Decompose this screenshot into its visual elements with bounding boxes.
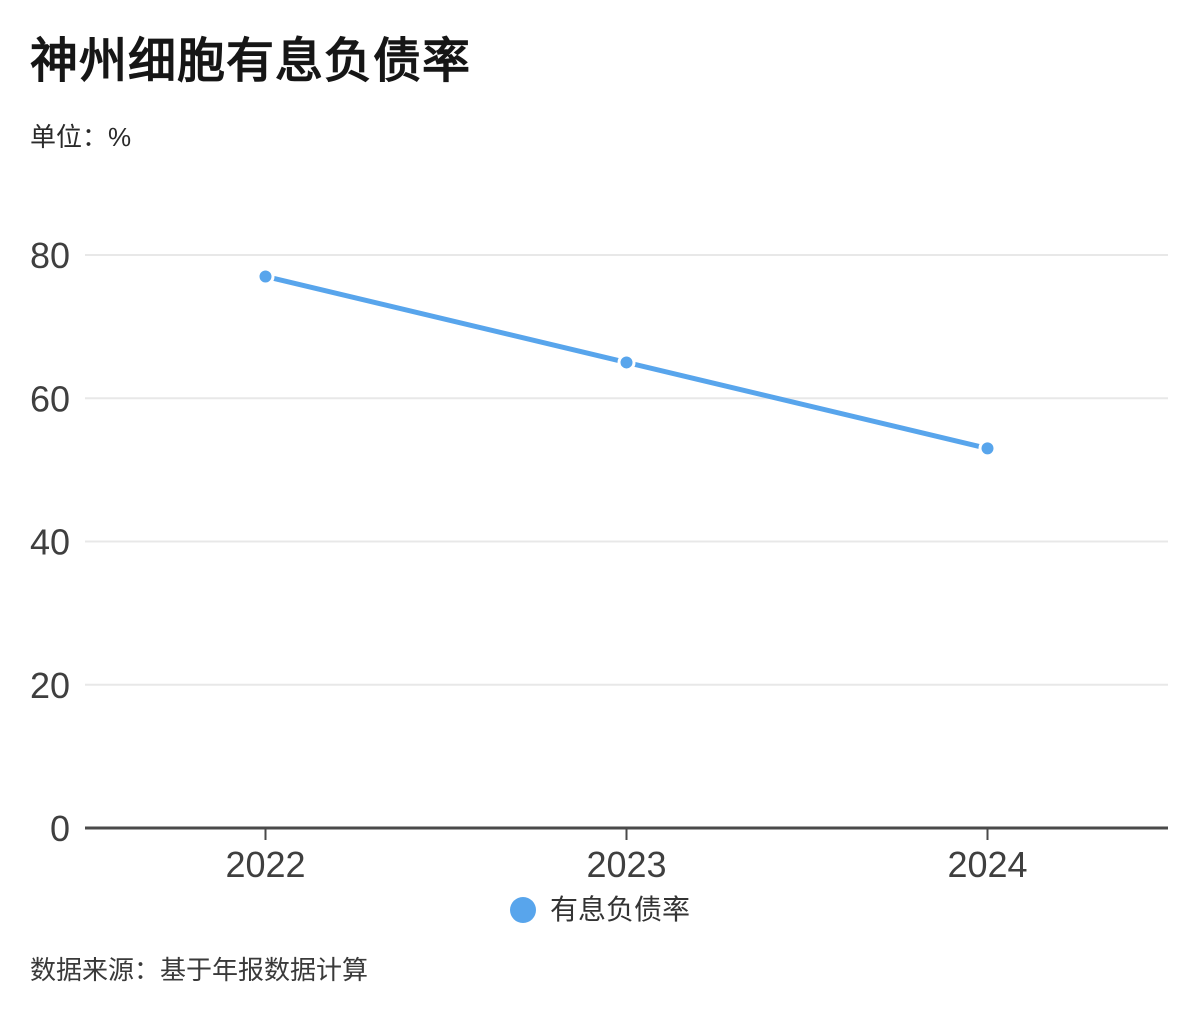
legend-item-series[interactable]: 有息负债率 — [509, 893, 690, 927]
y-axis-tick-label: 0 — [50, 808, 70, 849]
legend-label: 有息负债率 — [549, 894, 690, 925]
x-axis-tick-label: 2024 — [947, 844, 1027, 885]
data-point[interactable] — [617, 353, 636, 372]
y-axis-tick-label: 80 — [30, 235, 70, 276]
y-axis-tick-label: 60 — [30, 378, 70, 419]
y-axis-tick-label: 20 — [30, 665, 70, 706]
x-axis-tick-label: 2022 — [225, 844, 305, 885]
x-axis-tick-label: 2023 — [586, 844, 666, 885]
data-point[interactable] — [256, 267, 275, 286]
data-point[interactable] — [978, 439, 997, 458]
chart-title: 神州细胞有息负债率 — [30, 35, 472, 88]
y-axis-tick-label: 40 — [30, 522, 70, 563]
data-source-note: 数据来源：基于年报数据计算 — [30, 955, 369, 985]
chart-legend: 有息负债率 — [0, 893, 1200, 927]
legend-marker-icon — [509, 896, 536, 923]
unit-label: 单位：% — [30, 122, 132, 152]
